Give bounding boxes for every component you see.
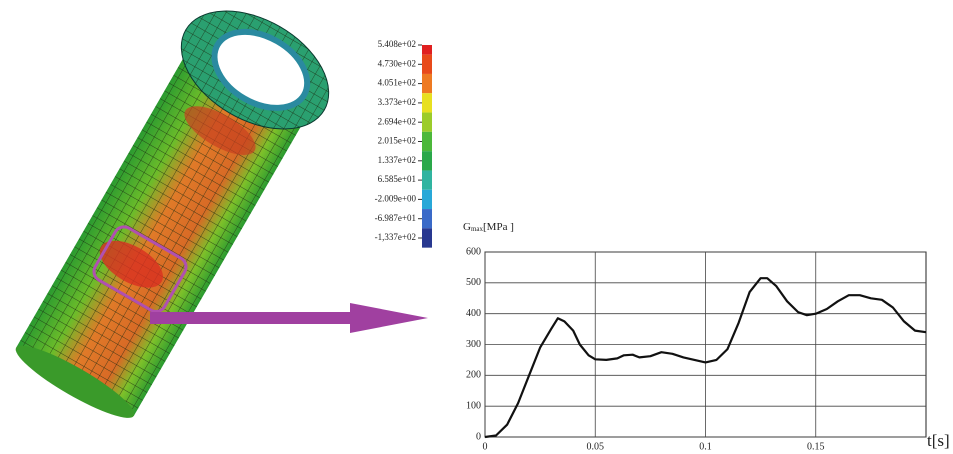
- fea-model: [0, 0, 349, 434]
- legend-label: 2.015e+02: [378, 136, 416, 146]
- legend-swatch: [422, 170, 432, 189]
- legend-swatch: [422, 190, 432, 209]
- y-tick-label: 500: [466, 277, 481, 288]
- x-tick-label: 0.1: [699, 441, 712, 452]
- y-tick-label: 200: [466, 370, 481, 381]
- legend-label: -2.009e+00: [375, 193, 417, 203]
- legend-swatch: [422, 228, 432, 247]
- plot: 0 100 200 300 400 500 600 0 0.05 0.1 0.15: [466, 246, 926, 452]
- legend-label: 4.051e+02: [378, 78, 416, 88]
- y-tick-label: 100: [466, 400, 481, 411]
- legend-label: 3.373e+02: [378, 97, 416, 107]
- legend-swatch: [422, 93, 432, 112]
- legend-label: 2.694e+02: [378, 116, 416, 126]
- contour-legend: 5.408e+02 4.730e+02 4.051e+02 3.373e+02 2.69…: [375, 39, 432, 248]
- x-tick-label: 0.05: [587, 441, 605, 452]
- legend-label: 5.408e+02: [378, 39, 416, 49]
- legend-label: 6.585e+01: [378, 174, 416, 184]
- x-tick-label: 0.15: [807, 441, 825, 452]
- legend-swatch: [422, 74, 432, 93]
- legend-swatch: [422, 55, 432, 74]
- legend-swatch: [422, 132, 432, 151]
- x-tick-label: 0: [483, 441, 488, 452]
- legend-swatch: [422, 113, 432, 132]
- legend-label: -1,337e+02: [375, 232, 416, 242]
- y-tick-label: 400: [466, 308, 481, 319]
- y-tick-label: 600: [466, 246, 481, 257]
- legend-label: -6.987e+01: [375, 213, 416, 223]
- legend-swatch: [422, 45, 432, 55]
- x-axis-label: t[s]: [927, 431, 950, 450]
- y-tick-label: 300: [466, 339, 481, 350]
- y-axis-label: Gmax[MPa ]: [463, 221, 514, 233]
- figure: 5.408e+02 4.730e+02 4.051e+02 3.373e+02 2.69…: [0, 0, 953, 454]
- legend-label: 1.337e+02: [378, 155, 416, 165]
- legend-label: 4.730e+02: [378, 58, 416, 68]
- legend-swatch: [422, 209, 432, 228]
- legend-swatch: [422, 151, 432, 170]
- y-tick-label: 0: [476, 431, 481, 442]
